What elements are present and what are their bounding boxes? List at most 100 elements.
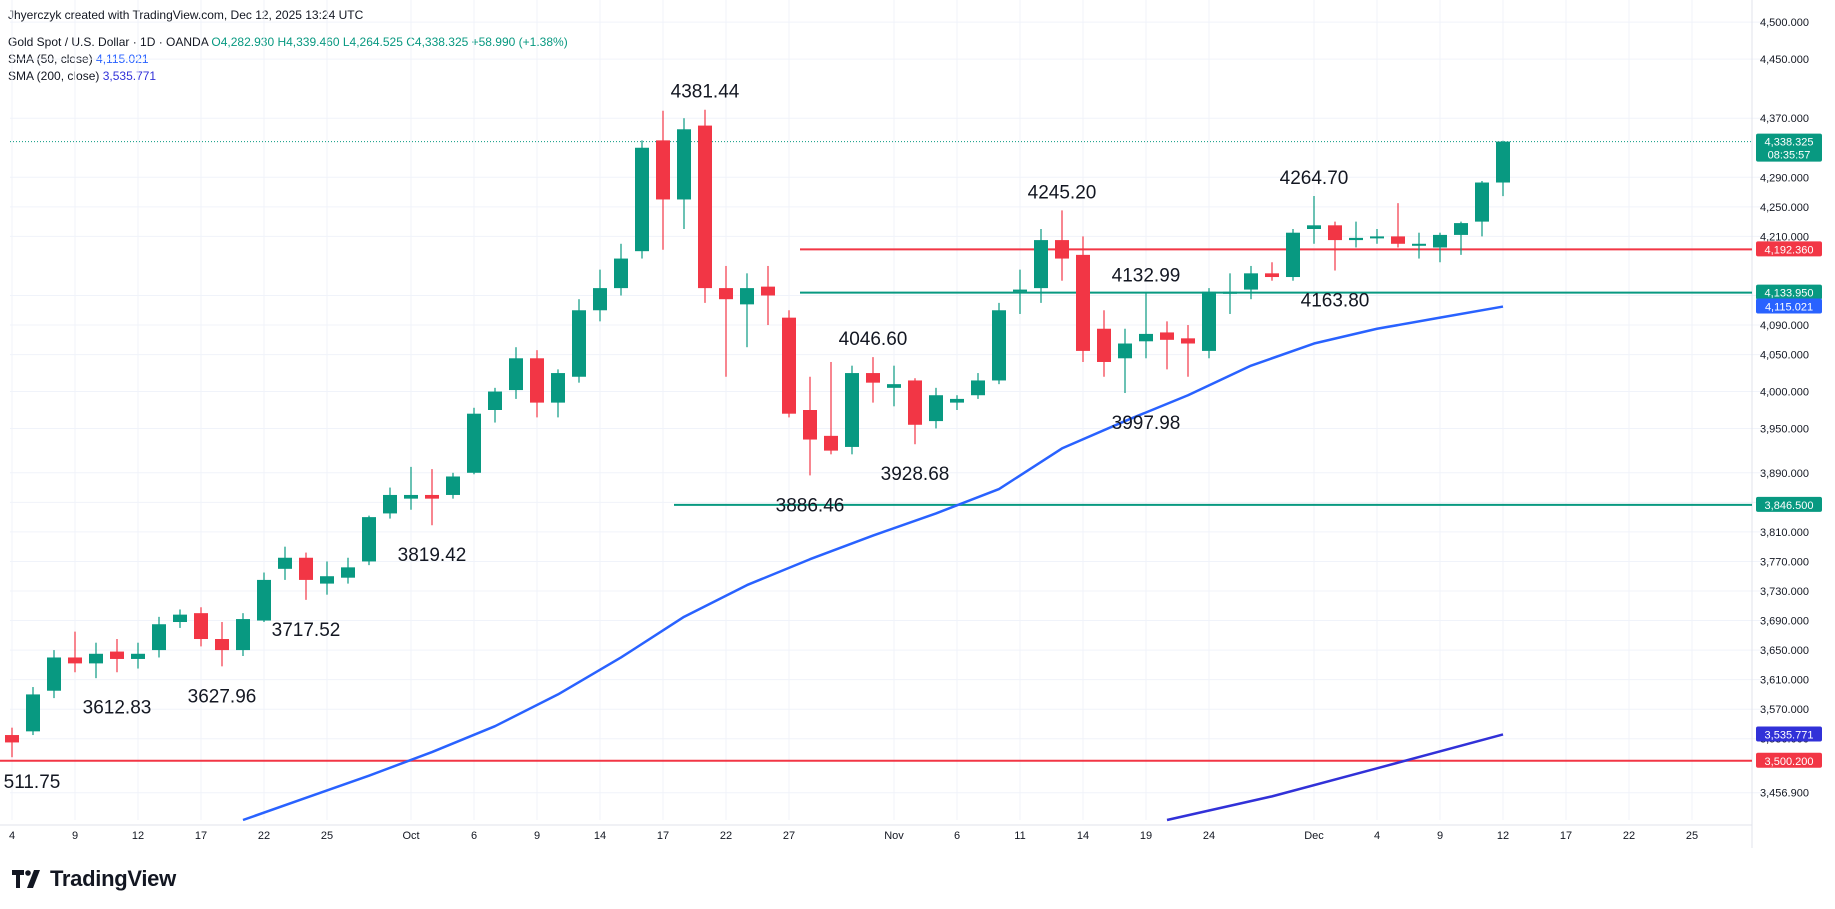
y-tick-label: 3,456.900 xyxy=(1760,788,1809,800)
candle-down xyxy=(656,110,670,250)
badge-bg xyxy=(1756,752,1822,768)
y-tick-label: 4,000.000 xyxy=(1760,387,1809,399)
y-tick-label: 3,810.000 xyxy=(1760,527,1809,539)
candle-body xyxy=(89,653,103,664)
price-annotation: 3886.46 xyxy=(776,495,845,516)
level-price-badge: 4,192.360 xyxy=(1756,241,1822,257)
candle-up xyxy=(89,642,103,679)
symbol-name[interactable]: Gold Spot / U.S. Dollar · 1D · OANDA xyxy=(8,35,209,49)
sma200-value: 3,535.771 xyxy=(102,69,157,83)
badge-label: 4,338.325 xyxy=(1765,137,1814,149)
level-price-badge: 3,846.500 xyxy=(1756,496,1822,512)
y-tick-label: 4,500.000 xyxy=(1760,17,1809,29)
candle-body xyxy=(1307,225,1321,230)
price-annotation: 3612.83 xyxy=(83,698,152,719)
candle-up xyxy=(992,302,1006,385)
candle-up xyxy=(488,387,502,423)
x-tick-label: 6 xyxy=(954,830,960,842)
candle-down xyxy=(824,361,838,455)
candle-up xyxy=(278,546,292,580)
created-by-text: Jhyerczyk created with TradingView.com, … xyxy=(8,8,364,22)
tradingview-logo[interactable]: TradingView xyxy=(12,866,176,892)
candle-up xyxy=(320,561,334,595)
candle-down xyxy=(698,109,712,303)
candle-body xyxy=(47,657,61,691)
candle-body xyxy=(362,517,376,562)
badge-label: 4,192.360 xyxy=(1765,244,1814,256)
candle-down xyxy=(1328,221,1342,271)
candle-up xyxy=(131,642,145,669)
x-tick-label: 17 xyxy=(657,830,669,842)
candle-body xyxy=(26,694,40,732)
candle-down xyxy=(803,376,817,476)
candle-up xyxy=(341,557,355,584)
x-tick-label: 17 xyxy=(1560,830,1572,842)
candle-up xyxy=(47,650,61,699)
badge-bg xyxy=(1756,298,1822,314)
candle-body xyxy=(1202,291,1216,351)
candle-up xyxy=(572,299,586,383)
candle-body xyxy=(1370,236,1384,239)
candle-up xyxy=(551,369,565,418)
candle-up xyxy=(1034,229,1048,303)
badge-bg xyxy=(1756,496,1822,512)
candle-body xyxy=(110,651,124,659)
candle-body xyxy=(467,413,481,473)
x-tick-label: 12 xyxy=(132,830,144,842)
candle-down xyxy=(1391,203,1405,248)
candle-body xyxy=(971,380,985,396)
candle-up xyxy=(740,273,754,348)
candle-up xyxy=(509,347,523,399)
price-annotation: 4046.60 xyxy=(839,329,908,350)
candle-up xyxy=(887,365,901,407)
candle-body xyxy=(677,129,691,200)
sma200-label: SMA (200, close) xyxy=(8,69,100,83)
candle-body xyxy=(509,358,523,391)
candle-body xyxy=(341,567,355,578)
candle-body xyxy=(1055,240,1069,259)
x-tick-label: 11 xyxy=(1014,830,1025,842)
candle-down xyxy=(68,631,82,673)
candle-body xyxy=(1139,333,1153,342)
candle-down xyxy=(1181,325,1195,377)
candle-down xyxy=(782,310,796,418)
candle-up xyxy=(1454,221,1468,255)
candle-down xyxy=(1055,210,1069,281)
level-price-badge: 4,133.950 xyxy=(1756,284,1822,300)
candle-down xyxy=(1076,236,1090,362)
candle-down xyxy=(5,727,19,758)
tradingview-logo-icon xyxy=(12,870,40,888)
price-annotation: 3627.96 xyxy=(188,686,257,707)
candle-body xyxy=(1244,273,1258,290)
candle-up xyxy=(1244,265,1258,300)
candle-up xyxy=(404,466,418,510)
candle-body xyxy=(929,395,943,422)
candle-up xyxy=(1286,229,1300,281)
candle-up xyxy=(1496,140,1510,197)
x-tick-label: 6 xyxy=(471,830,477,842)
candle-up xyxy=(1307,195,1321,244)
y-tick-label: 4,290.000 xyxy=(1760,172,1809,184)
sma200-line xyxy=(1166,733,1504,822)
candle-body xyxy=(782,317,796,414)
price-annotation: 3717.52 xyxy=(272,620,341,641)
candle-body xyxy=(1097,328,1111,362)
x-tick-label: 19 xyxy=(1140,830,1152,842)
sma-price-badge: 4,115.021 xyxy=(1756,298,1822,314)
candle-body xyxy=(278,557,292,569)
candle-down xyxy=(1265,262,1279,281)
price-annotation: 4245.20 xyxy=(1028,182,1097,203)
candle-up xyxy=(173,609,187,628)
candle-up xyxy=(1013,269,1027,314)
y-tick-label: 4,090.000 xyxy=(1760,320,1809,332)
candle-up xyxy=(257,572,271,623)
candle-up xyxy=(971,373,985,399)
y-tick-label: 4,210.000 xyxy=(1760,231,1809,243)
candle-body xyxy=(194,613,208,640)
y-tick-label: 3,690.000 xyxy=(1760,616,1809,628)
candle-up xyxy=(236,613,250,656)
candle-body xyxy=(299,557,313,580)
sma-price-badge: 3,535.771 xyxy=(1756,726,1822,742)
sma200-legend[interactable]: SMA (200, close) 3,535.771 xyxy=(8,69,156,83)
